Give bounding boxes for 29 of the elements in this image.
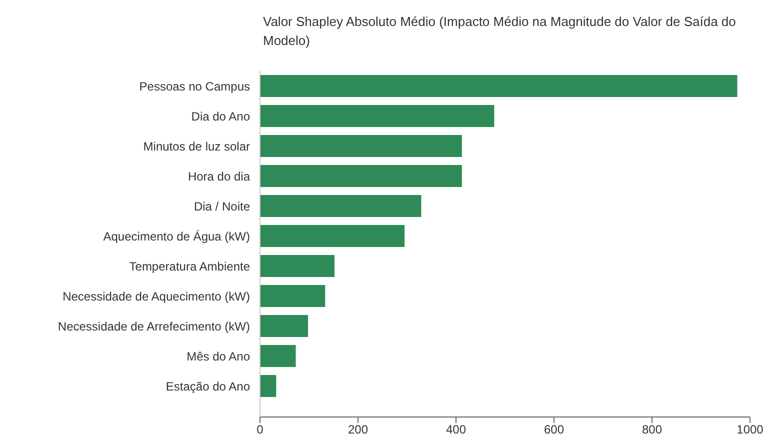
y-tick-label: Aquecimento de Água (kW) (103, 229, 250, 244)
bar (260, 195, 422, 217)
x-tick-label: 1000 (736, 422, 764, 437)
y-tick-label: Dia / Noite (194, 199, 250, 214)
y-tick-label: Estação do Ano (166, 379, 250, 394)
y-tick-label: Pessoas no Campus (139, 79, 250, 94)
x-tick-label: 800 (642, 422, 662, 437)
x-tick-label: 200 (348, 422, 368, 437)
bar (260, 345, 296, 367)
y-tick-label: Mês do Ano (186, 349, 250, 364)
bar (260, 165, 462, 187)
y-tick-label: Temperatura Ambiente (129, 259, 250, 274)
x-tick-label: 0 (256, 422, 264, 437)
bar (260, 75, 738, 97)
y-tick-label: Minutos de luz solar (143, 139, 250, 154)
bar (260, 225, 405, 247)
bar (260, 255, 334, 277)
y-tick-label: Necessidade de Aquecimento (kW) (62, 289, 250, 304)
bar (260, 315, 308, 337)
bar (260, 375, 276, 397)
bar (260, 285, 326, 307)
x-tick-label: 600 (544, 422, 564, 437)
y-tick-label: Hora do dia (188, 169, 250, 184)
y-tick-label: Dia do Ano (191, 109, 250, 124)
bar (260, 135, 462, 157)
chart-title: Valor Shapley Absoluto Médio (Impacto Médio na Magnitude do Valor de Saída do Modelo) (263, 13, 737, 50)
x-tick-label: 400 (446, 422, 466, 437)
bar (260, 105, 494, 127)
y-tick-label: Necessidade de Arrefecimento (kW) (58, 319, 250, 334)
